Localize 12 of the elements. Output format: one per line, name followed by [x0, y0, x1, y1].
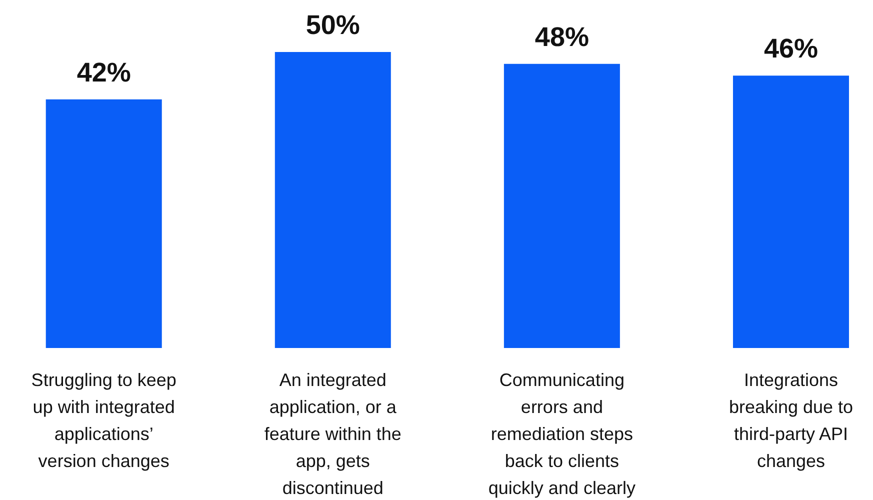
data-label: 50%: [306, 10, 360, 40]
bar: [46, 99, 162, 348]
bar: [732, 76, 849, 348]
data-label: 42%: [76, 57, 131, 88]
data-label: 48%: [534, 22, 589, 52]
x-tick-label: Struggling to keep up with integrated applications’ version changes: [31, 370, 176, 471]
data-label: 46%: [764, 34, 818, 64]
x-tick-label: Communicating errors and remediation steps back to clients quickly and clearly: [488, 370, 636, 498]
x-tick-label: An integrated application, or a feature within the app, gets discontinued: [264, 370, 402, 498]
bar: [274, 52, 391, 348]
bar: [504, 64, 620, 348]
x-tick-label: Integrations breaking due to third-party API changes: [728, 370, 854, 471]
